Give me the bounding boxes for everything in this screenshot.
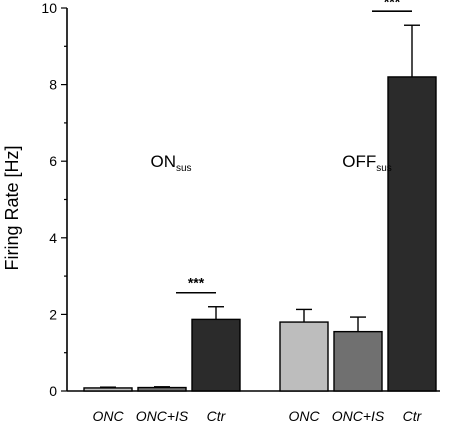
x-tick-label: ONC: [92, 408, 124, 424]
bar: [191, 318, 241, 392]
x-tick-label: Ctr: [403, 408, 423, 424]
y-tick-label: 10: [41, 0, 57, 16]
x-tick-label: ONC: [288, 408, 320, 424]
group-label: ONsus: [150, 152, 191, 174]
y-tick-label: 2: [49, 306, 57, 322]
y-tick-label: 8: [49, 77, 57, 93]
bar: [279, 321, 329, 392]
y-tick-label: 0: [49, 383, 57, 399]
labels: ONC ONC+IS Ctr ONsus *** ONC ONC+IS Ctr OFFsus **…: [92, 0, 422, 424]
bar: [333, 330, 383, 392]
bars: [83, 24, 437, 392]
group-label: OFFsus: [342, 152, 392, 174]
significance-label: ***: [384, 0, 401, 9]
bar: [137, 386, 187, 392]
significance-label: ***: [188, 275, 205, 291]
y-tick-label: 6: [49, 153, 57, 169]
y-axis-label: Firing Rate [Hz]: [2, 145, 22, 270]
x-tick-label: ONC+IS: [332, 408, 385, 424]
x-tick-label: Ctr: [207, 408, 227, 424]
y-tick-label: 4: [49, 230, 57, 246]
bar: [83, 387, 133, 392]
x-tick-label: ONC+IS: [136, 408, 189, 424]
bar: [387, 76, 437, 392]
